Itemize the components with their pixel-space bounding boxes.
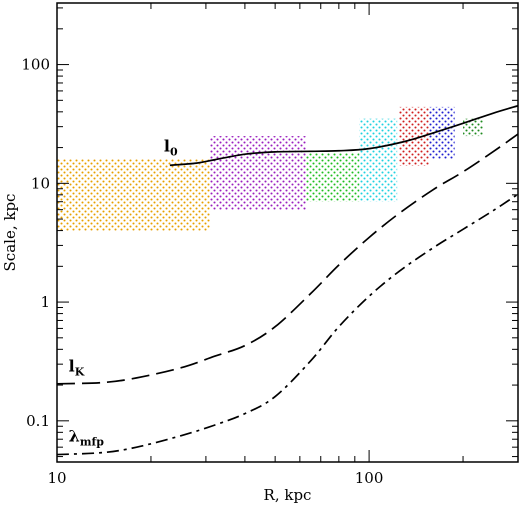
annotation-lambda-mfp: λmfp (69, 426, 105, 448)
curve-l0 (169, 104, 519, 167)
annotation-l-k: lK (69, 357, 85, 379)
x-axis-label: R, kpc (264, 486, 312, 504)
y-axis-label: Scale, kpc (1, 194, 19, 272)
curves (56, 104, 519, 456)
curve-lambda-mfp (56, 193, 519, 456)
shaded-region-2 (210, 136, 307, 210)
shaded-region-1 (57, 159, 211, 231)
plot-frame (56, 2, 519, 463)
shaded-region-4 (359, 118, 398, 202)
y-tick-label: 10 (31, 174, 50, 192)
y-tick-label: 0.1 (26, 412, 50, 430)
y-tick-label: 1 (40, 293, 50, 311)
x-tick-label: 100 (355, 469, 384, 487)
x-tick-label: 10 (47, 469, 66, 487)
annotation-l-0: l0 (164, 137, 178, 159)
shaded-regions (57, 106, 484, 231)
y-tick-label: 100 (21, 56, 50, 74)
axis-ticks (56, 3, 519, 462)
shaded-region-3 (306, 153, 360, 202)
tick-labels: 10 100 0.1 1 10 100 (21, 56, 383, 487)
shaded-region-7 (463, 118, 484, 137)
curve-lk (56, 133, 519, 385)
